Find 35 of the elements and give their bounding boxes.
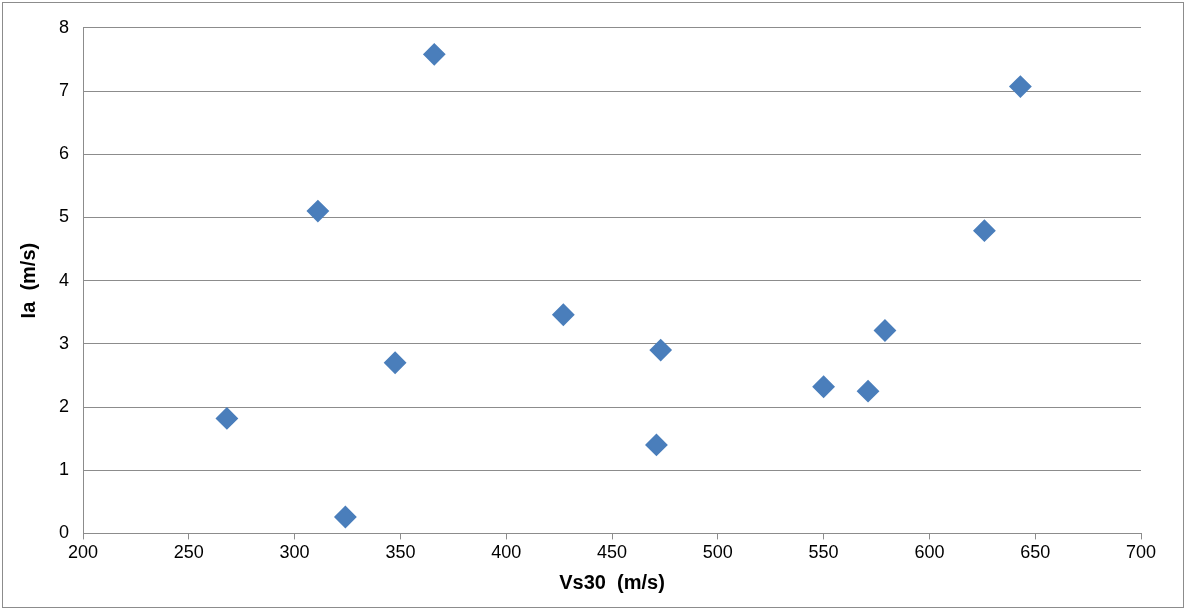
point <box>812 375 835 398</box>
x-tick-label: 200 <box>67 542 99 563</box>
y-tick-label: 6 <box>59 143 70 164</box>
x-tick-label: 450 <box>596 542 628 563</box>
point <box>1009 75 1032 98</box>
x-tick-label: 700 <box>1125 542 1157 563</box>
x-tick-label: 400 <box>491 542 522 563</box>
x-axis-title: Vs30 (m/s) <box>559 570 665 593</box>
point <box>384 351 407 374</box>
point <box>873 319 896 342</box>
y-axis-title: Ia (m/s) <box>16 242 39 319</box>
x-tick-label: 600 <box>914 542 945 563</box>
point <box>973 219 996 242</box>
point <box>423 43 446 66</box>
point <box>334 505 357 528</box>
point <box>215 407 238 430</box>
point <box>306 200 329 223</box>
x-tick-label: 350 <box>385 542 416 563</box>
point <box>645 433 668 456</box>
point <box>857 380 880 403</box>
y-tick-label: 3 <box>59 332 70 353</box>
y-tick-label: 5 <box>59 206 70 227</box>
y-tick-label: 1 <box>59 459 70 480</box>
y-tick-label: 0 <box>59 522 70 543</box>
y-tick-label: 2 <box>59 395 70 416</box>
point <box>649 339 672 362</box>
x-tick-label: 650 <box>1020 542 1051 563</box>
y-tick-label: 8 <box>59 16 70 37</box>
x-tick-label: 300 <box>279 542 310 563</box>
x-tick-label: 250 <box>173 542 204 563</box>
y-tick-label: 4 <box>59 269 70 290</box>
x-tick-label: 550 <box>808 542 839 563</box>
point <box>552 303 575 326</box>
x-tick-label: 500 <box>702 542 733 563</box>
y-tick-label: 7 <box>59 79 70 100</box>
